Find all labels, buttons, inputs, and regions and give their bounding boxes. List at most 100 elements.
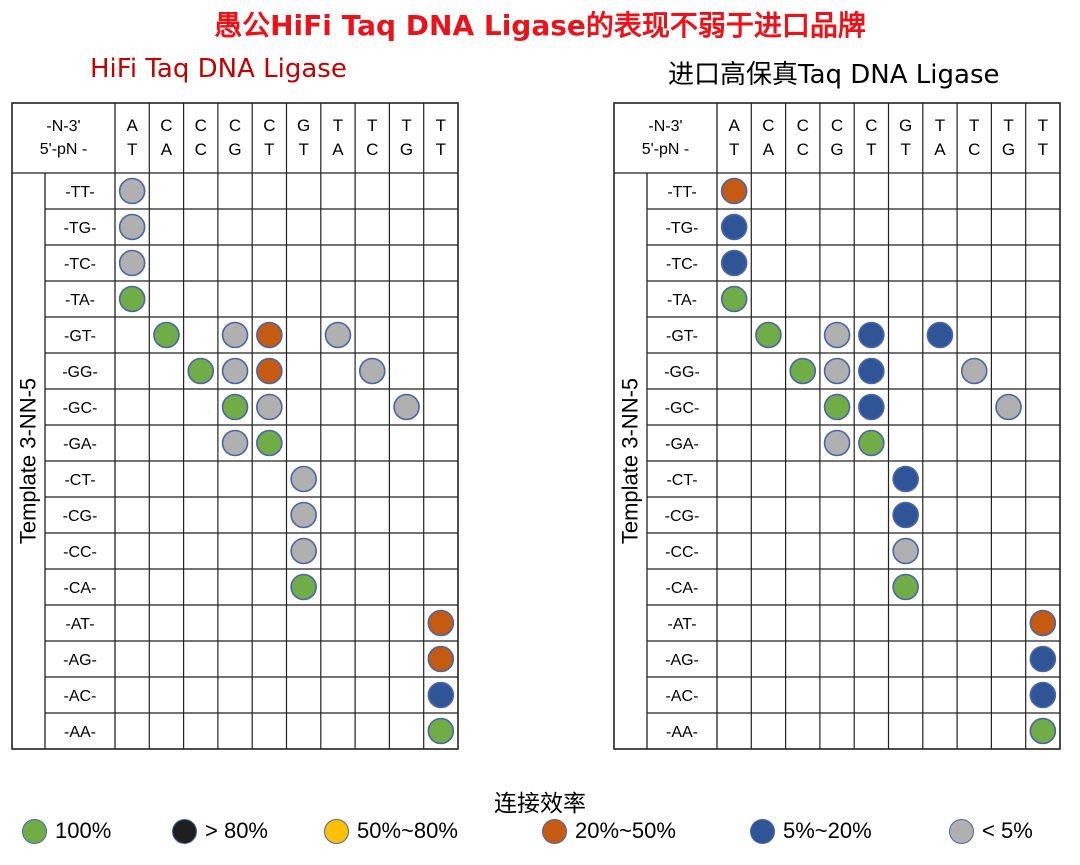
legend-title: 连接效率 — [494, 791, 586, 817]
legend-item-100: 100% — [22, 818, 111, 844]
left-row-label-3: -TA- — [65, 292, 95, 309]
right-col-7-bottom: C — [968, 140, 980, 159]
right-dot-r10-c5 — [892, 537, 919, 565]
right-col-2-bottom: C — [797, 140, 809, 159]
left-dot-r13-c9 — [427, 645, 455, 673]
right-row-label-7: -GA- — [665, 436, 699, 453]
left-row-label-5: -GG- — [62, 364, 98, 381]
legend-item-50-80: 50%~80% — [324, 818, 458, 844]
left-col-6-top: T — [333, 116, 343, 135]
right-row-label-9: -CG- — [665, 508, 700, 525]
right-panel-title: 进口高保真Taq DNA Ligase — [668, 60, 1000, 90]
left-dot-r4-c3 — [221, 321, 249, 349]
right-dot-r11-c5 — [892, 573, 919, 601]
right-dot-r5-c4 — [858, 357, 885, 385]
legend-item-gt80: > 80% — [172, 818, 268, 844]
left-dot-r1-c0 — [118, 213, 146, 241]
legend-dot-100 — [22, 818, 47, 844]
left-col-5-bottom: T — [298, 140, 308, 159]
right-row-label-13: -AG- — [665, 652, 699, 669]
right-dot-r0-c0 — [720, 177, 748, 205]
left-dot-r7-c3 — [221, 429, 249, 457]
legend-label-20-50: 20%~50% — [575, 818, 676, 843]
right-dot-r12-c9 — [1029, 609, 1057, 637]
right-row-label-11: -CA- — [666, 580, 699, 597]
right-col-7-top: T — [969, 116, 979, 135]
main-title: 愚公HiFi Taq DNA Ligase的表现不弱于进口品牌 — [214, 9, 866, 42]
left-row-label-6: -GC- — [63, 400, 98, 417]
legend-dot-5-20 — [750, 818, 775, 844]
left-dot-r5-c3 — [221, 357, 249, 385]
right-col-2-top: C — [797, 116, 809, 135]
legend-item-5-20: 5%~20% — [750, 818, 872, 844]
left-row-label-11: -CA- — [64, 580, 97, 597]
left-row-label-13: -AG- — [63, 652, 97, 669]
left-dot-r6-c8 — [393, 393, 420, 421]
legend-dot-50-80 — [324, 818, 349, 844]
left-row-label-12: -AT- — [65, 616, 94, 633]
left-dot-r8-c5 — [290, 465, 317, 493]
right-row-axis-label: Template 3-NN-5 — [618, 378, 643, 544]
left-dot-r2-c0 — [118, 249, 146, 277]
left-dot-r4-c1 — [153, 321, 180, 349]
legend-dot-20-50 — [542, 818, 567, 844]
right-col-1-top: C — [762, 116, 774, 135]
right-dot-r2-c0 — [720, 249, 748, 277]
left-row-label-2: -TC- — [64, 256, 96, 273]
right-col-6-top: T — [935, 116, 945, 135]
left-dot-r12-c9 — [427, 609, 455, 637]
right-dot-r13-c9 — [1029, 645, 1057, 673]
legend-item-lt5: < 5% — [949, 818, 1033, 844]
right-row-label-10: -CC- — [665, 544, 699, 561]
left-col-2-top: C — [195, 116, 207, 135]
right-dot-r7-c3 — [823, 429, 851, 457]
right-col-4-bottom: T — [866, 140, 876, 159]
legend-label-lt5: < 5% — [982, 818, 1033, 843]
left-dot-r5-c4 — [256, 357, 283, 385]
right-col-6-bottom: A — [934, 140, 946, 159]
right-col-8-bottom: G — [1002, 140, 1015, 159]
left-dot-r4-c6 — [324, 321, 352, 349]
left-col-1-bottom: A — [161, 140, 173, 159]
left-col-9-top: T — [436, 116, 446, 135]
left-corner-line1: -N-3' — [46, 118, 80, 135]
left-corner-line2: 5'-pN - — [40, 141, 88, 158]
legend-dot-lt5 — [949, 818, 974, 844]
right-col-3-bottom: G — [830, 140, 843, 159]
left-dot-r14-c9 — [427, 681, 455, 709]
right-row-label-1: -TG- — [666, 220, 699, 237]
left-row-label-0: -TT- — [65, 184, 94, 201]
right-dot-r14-c9 — [1029, 681, 1057, 709]
right-dot-r6-c8 — [995, 393, 1022, 421]
left-col-6-bottom: A — [332, 140, 344, 159]
left-dot-r15-c9 — [427, 717, 455, 745]
left-dot-r6-c3 — [221, 393, 249, 421]
left-dot-r3-c0 — [118, 285, 146, 313]
left-dot-r6-c4 — [256, 393, 283, 421]
right-dot-r5-c3 — [823, 357, 851, 385]
right-row-label-12: -AT- — [667, 616, 696, 633]
left-col-1-top: C — [160, 116, 172, 135]
right-row-label-4: -GT- — [666, 328, 698, 345]
legend-label-gt80: > 80% — [205, 818, 268, 843]
left-dot-r0-c0 — [118, 177, 146, 205]
right-col-9-top: T — [1038, 116, 1048, 135]
left-dot-r5-c7 — [358, 357, 386, 385]
right-row-label-8: -CT- — [666, 472, 697, 489]
right-row-label-0: -TT- — [667, 184, 696, 201]
left-dot-r9-c5 — [290, 501, 317, 529]
left-col-7-bottom: C — [366, 140, 378, 159]
left-dot-r4-c4 — [256, 321, 283, 349]
right-row-label-14: -AC- — [666, 688, 699, 705]
left-col-9-bottom: T — [436, 140, 446, 159]
right-col-8-top: T — [1003, 116, 1013, 135]
left-row-label-15: -AA- — [64, 724, 96, 741]
right-corner-line2: 5'-pN - — [642, 141, 690, 158]
right-dot-r4-c6 — [926, 321, 954, 349]
right-dot-r6-c3 — [823, 393, 851, 421]
right-col-4-top: C — [865, 116, 877, 135]
left-col-8-bottom: G — [400, 140, 413, 159]
left-row-label-1: -TG- — [64, 220, 97, 237]
